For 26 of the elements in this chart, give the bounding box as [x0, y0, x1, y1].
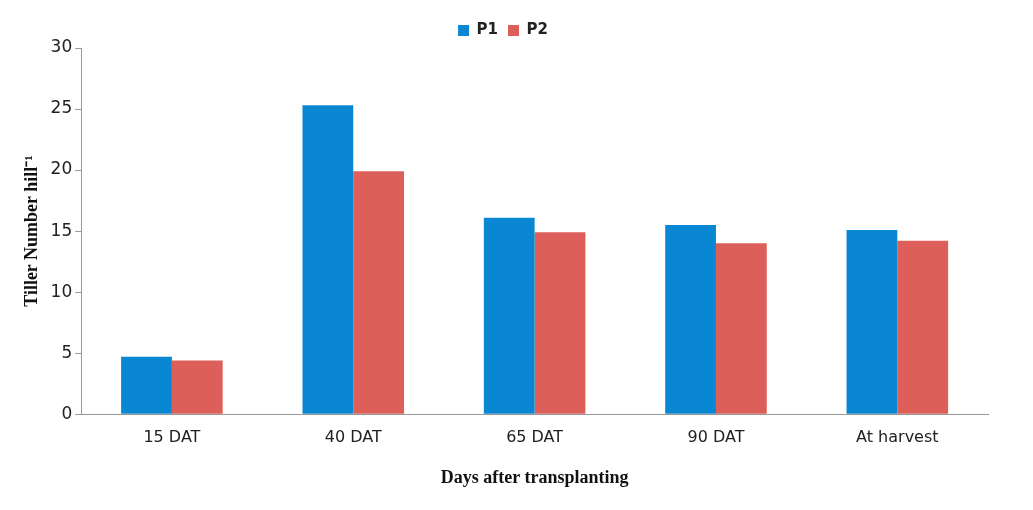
bar: [534, 232, 586, 414]
bar: [121, 356, 172, 414]
bar: [897, 240, 949, 414]
bar: [846, 229, 898, 414]
x-tick-label: 15 DAT: [143, 426, 201, 446]
y-tick-label: 30: [50, 36, 73, 57]
bar: [171, 360, 223, 414]
legend-label: P1: [476, 20, 499, 39]
y-tick-label: 10: [50, 280, 73, 301]
x-tick-label: 65 DAT: [506, 426, 564, 446]
legend-label: P2: [526, 20, 548, 39]
bar: [483, 217, 535, 414]
y-tick-label: 25: [50, 97, 73, 118]
bar: [302, 105, 354, 414]
bar: [715, 243, 767, 414]
y-tick-label: 5: [61, 341, 73, 362]
y-tick-label: 15: [50, 219, 73, 240]
x-tick-label: 40 DAT: [324, 426, 382, 446]
x-tick-label: 90 DAT: [687, 426, 745, 446]
bar: [353, 171, 405, 414]
y-tick-label: 0: [61, 402, 73, 423]
x-tick-label: At harvest: [856, 426, 939, 446]
x-axis-title: Days after transplanting: [440, 466, 629, 487]
bar: [665, 225, 716, 414]
y-axis-title: Tiller Number hill⁻¹: [21, 155, 42, 307]
y-tick-label: 20: [50, 158, 73, 179]
